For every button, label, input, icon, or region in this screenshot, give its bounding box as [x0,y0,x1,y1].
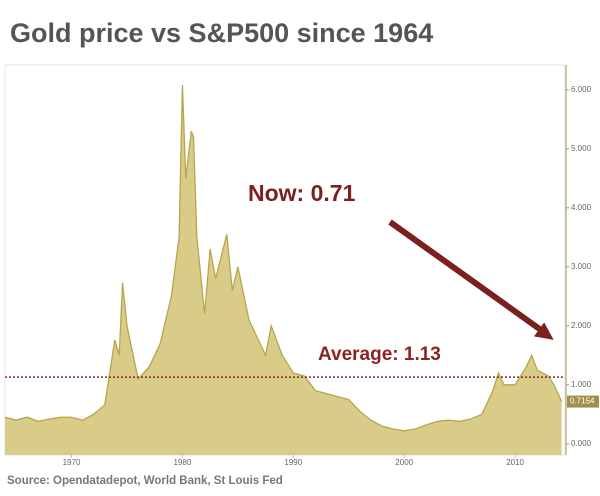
last-value-badge [567,395,599,408]
average-label: Average: 1.13 [318,344,441,365]
y-tick-label: 4.000 [571,203,592,212]
y-tick-label: 6.000 [571,85,592,94]
x-tick-label: 1990 [284,458,302,467]
area-line [4,85,563,432]
x-tick-label: 2010 [506,458,524,467]
now-arrow [388,219,546,335]
y-tick-label: 0.000 [571,439,592,448]
source-note: Source: Opendatadepot, World Bank, St Lo… [7,475,283,487]
y-tick-label: 2.000 [571,321,592,330]
y-tick-label: 5.000 [571,144,592,153]
area-fill [5,85,562,455]
x-tick-label: 1970 [63,458,81,467]
now-label: Now: 0.71 [248,180,356,206]
x-tick-label: 2000 [395,458,413,467]
x-tick-label: 1980 [174,458,192,467]
chart-title: Gold price vs S&P500 since 1964 [10,18,433,48]
now-arrow-head [533,322,554,340]
y-tick-label: 3.000 [571,262,592,271]
y-tick-label: 1.000 [571,380,592,389]
last-value-label: 0.7154 [570,397,595,406]
